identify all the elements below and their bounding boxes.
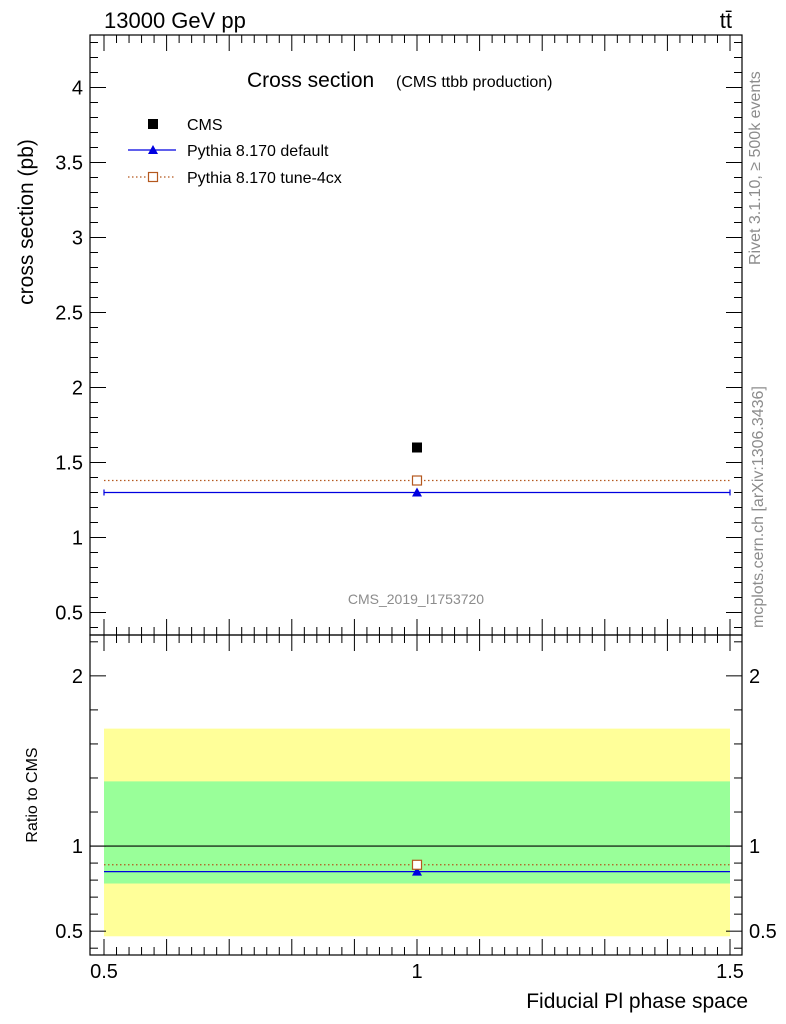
legend-pythia-default-label: Pythia 8.170 default [187,143,329,160]
main-y-tick-label: 2 [72,378,83,400]
legend-cms-marker [148,119,158,129]
x-ticks: 0.5 1 1.5 [90,35,744,983]
main-y-tick-label: 3 [72,228,83,250]
ratio-y-tick-label-right: 2 [749,666,760,688]
ratio-point-pythia-8-170-tune-4cx [411,859,423,870]
main-title: Cross section [247,69,374,92]
x-axis-label: Fiducial Pl phase space [526,990,748,1013]
main-y-ticks: 0.5 1 1.5 2 2.5 3 3.5 4 [55,42,742,628]
main-point-pythia-8-170-tune-4cx [411,475,423,486]
main-point-cms [412,442,422,453]
ratio-y-tick-label-left: 2 [72,666,83,688]
main-y-axis-label: cross section (pb) [15,139,38,305]
x-tick-label: 1.5 [716,961,744,983]
legend-pythia-tune-marker [147,171,159,183]
main-point-pythia-8-170-default [412,487,422,497]
legend-entry-pythia-tune: Pythia 8.170 tune-4cx [128,170,342,187]
rivet-label: Rivet 3.1.10, ≥ 500k events [747,71,764,265]
main-y-tick-label: 4 [72,78,83,100]
energy-label: 13000 GeV pp [104,8,246,33]
legend-entry-pythia-default: Pythia 8.170 default [128,143,329,160]
legend-entry-cms: CMS [148,117,223,134]
ratio-panel: 0.5 0.5 1 1 2 2 0.5 1 1.5 Ratio to CMS Fiducial… [24,35,777,1013]
ratio-point-pythia-8-170-default [412,866,422,876]
ratio-y-tick-label-left: 1 [72,836,83,858]
x-tick-label: 1 [411,961,422,983]
legend: CMS Pythia 8.170 default Pythia 8.170 tu… [128,117,342,187]
main-plot-area [103,442,731,497]
main-y-tick-label: 0.5 [55,603,83,625]
process-label: tt̄ [720,8,732,33]
ratio-y-tick-label-right: 0.5 [749,921,777,943]
ratio-plot-area [90,728,742,937]
main-subtitle: (CMS ttbb production) [396,74,553,91]
main-y-tick-label: 1.5 [55,453,83,475]
main-y-tick-label: 1 [72,528,83,550]
main-panel: 0.5 1 1.5 2 2.5 3 3.5 4 Cross section (CMS ttbb… [15,34,743,636]
ratio-y-axis-label: Ratio to CMS [24,747,41,842]
main-y-tick-label: 3.5 [55,153,83,175]
ratio-y-tick-label-right: 1 [749,836,760,858]
ratio-frame [89,634,743,956]
ratio-y-tick-label-left: 0.5 [55,921,83,943]
legend-cms-label: CMS [187,117,223,134]
main-y-tick-label: 2.5 [55,303,83,325]
legend-pythia-tune-label: Pythia 8.170 tune-4cx [187,170,342,187]
x-tick-label: 0.5 [90,961,118,983]
legend-pythia-default-marker [148,145,158,154]
analysis-watermark: CMS_2019_I1753720 [348,591,484,607]
ratio-y-ticks: 0.5 0.5 1 1 2 2 [55,641,777,949]
mcplots-label: mcplots.cern.ch [arXiv:1306.3436] [750,386,767,628]
